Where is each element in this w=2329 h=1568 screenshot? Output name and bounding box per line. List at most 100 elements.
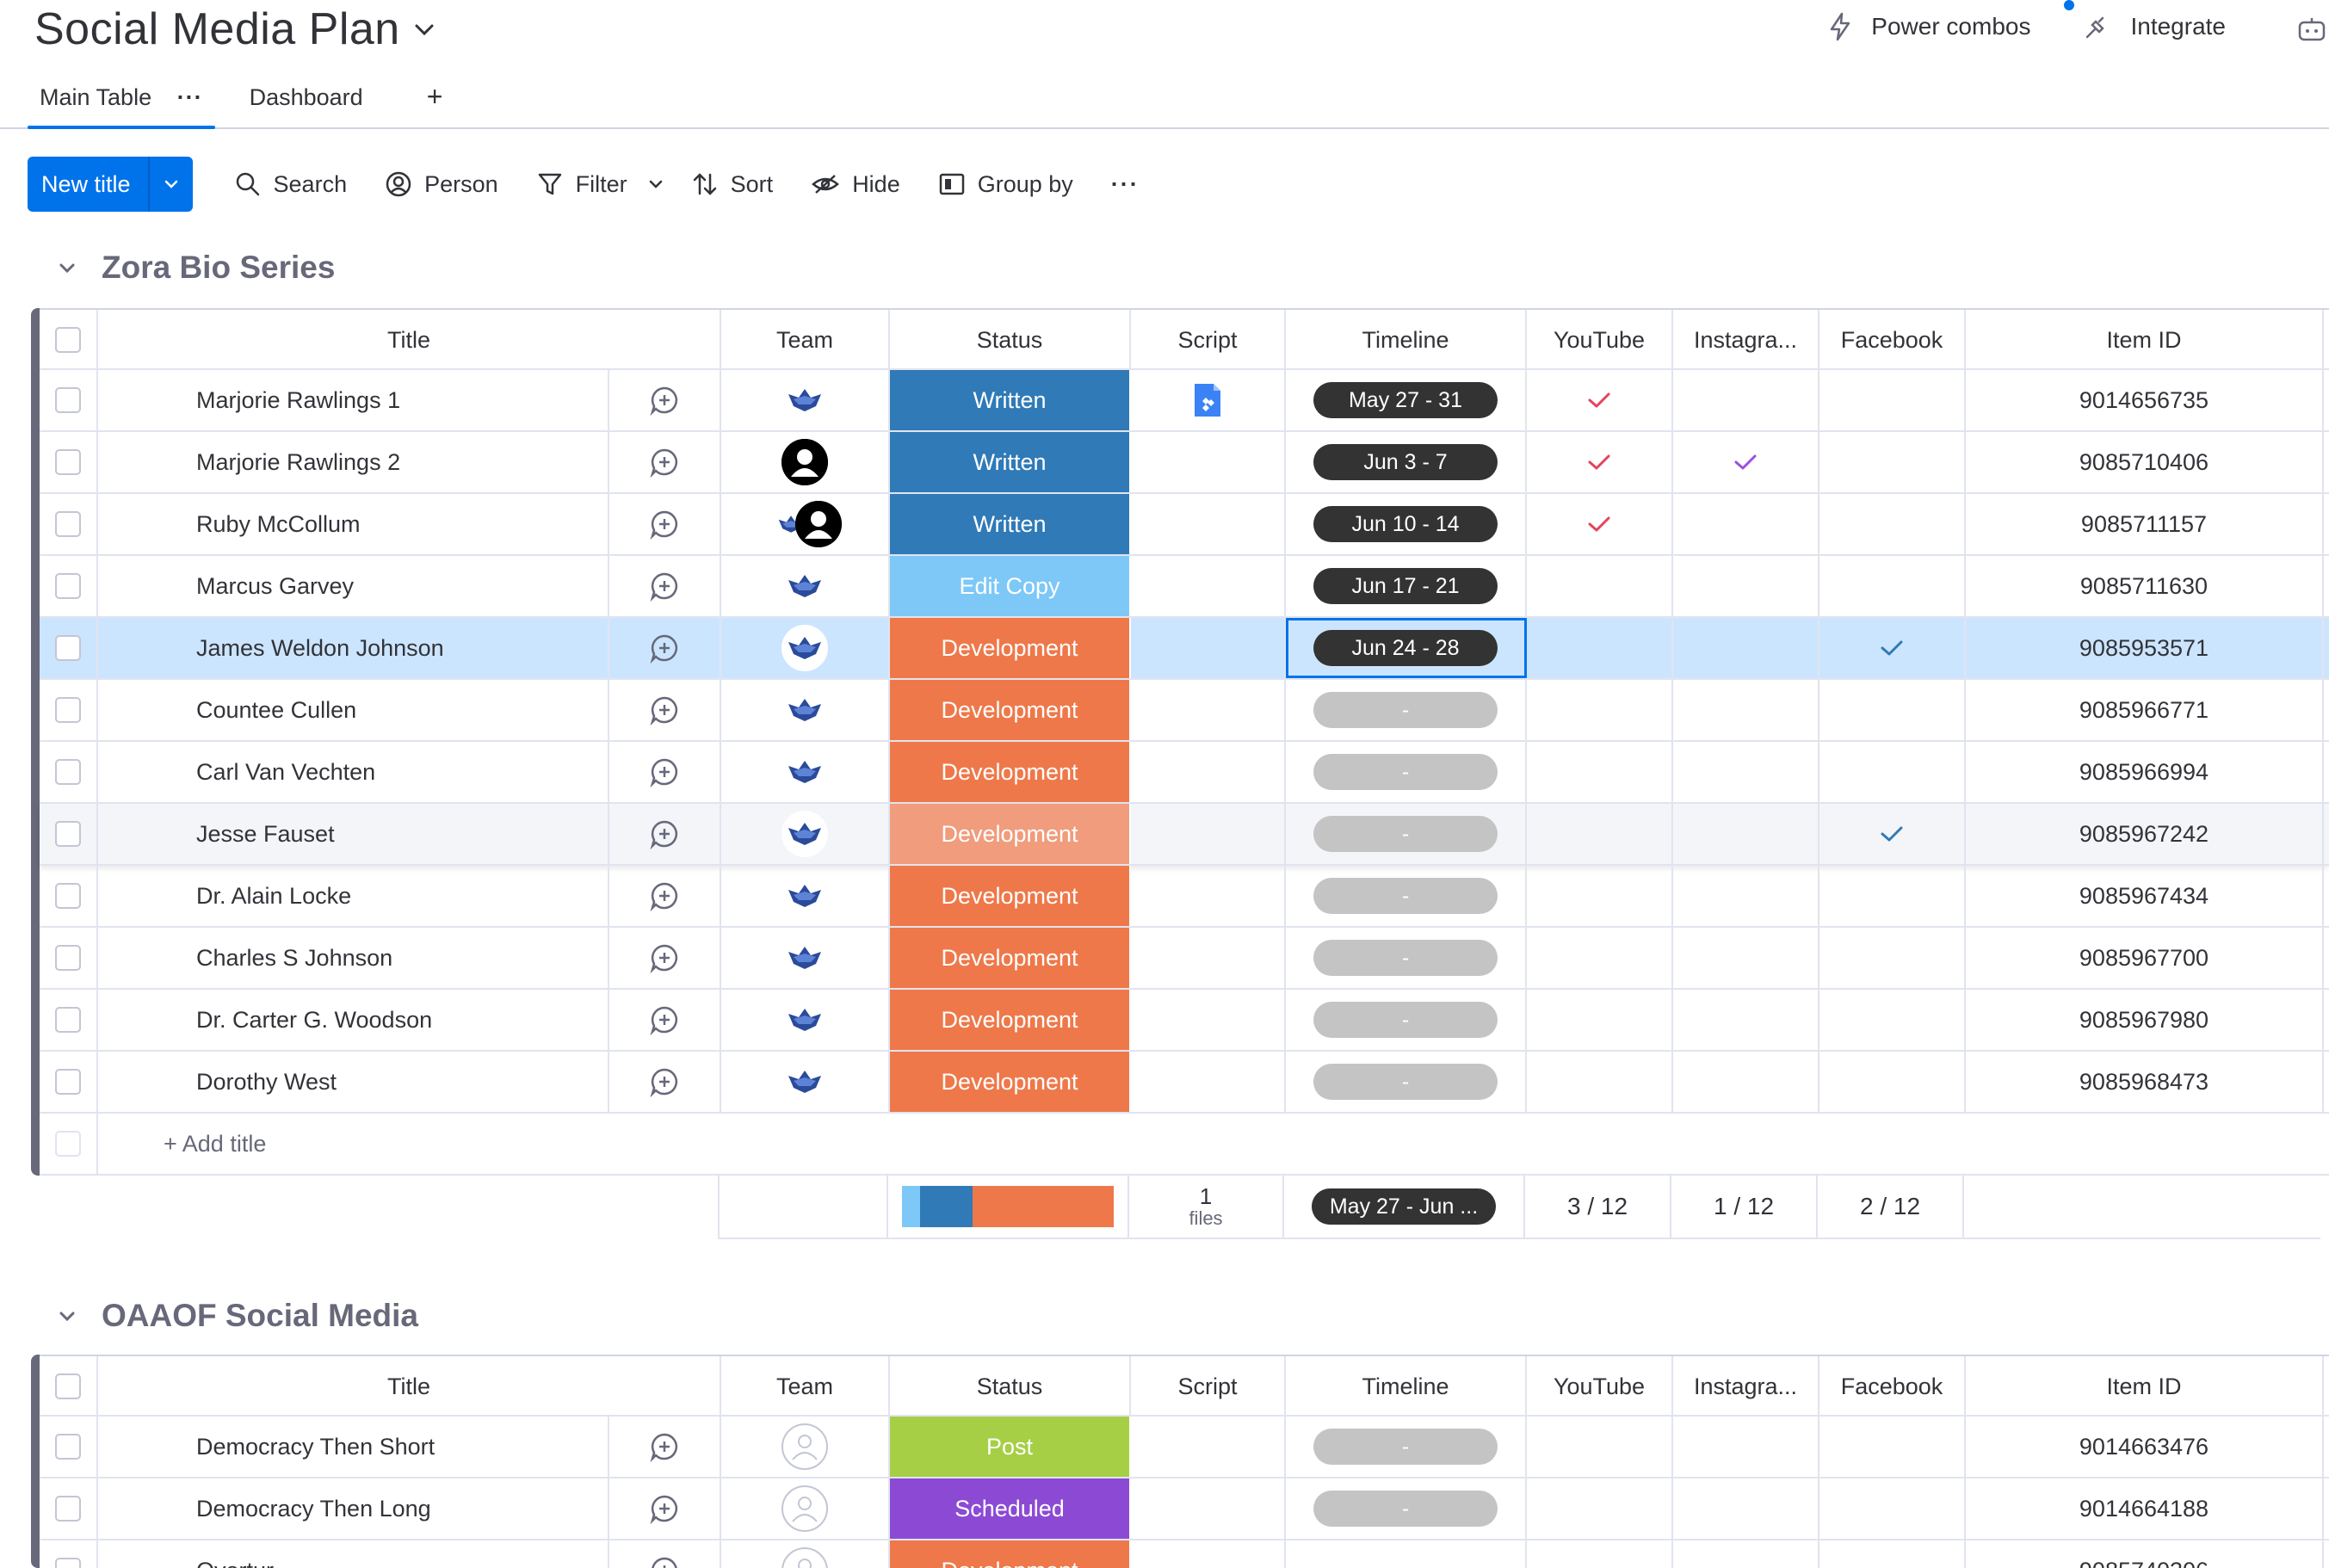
script-cell[interactable]: [1131, 680, 1286, 740]
youtube-cell[interactable]: [1527, 1540, 1673, 1568]
facebook-cell[interactable]: [1819, 432, 1966, 492]
chevron-down-icon[interactable]: [57, 1306, 77, 1326]
add-update-icon[interactable]: [649, 1555, 680, 1568]
item-title[interactable]: Democracy Then Short: [98, 1417, 609, 1477]
sort-button[interactable]: Sort: [691, 170, 773, 198]
group-by-button[interactable]: Group by: [938, 170, 1073, 198]
column-header-status[interactable]: Status: [890, 1356, 1131, 1417]
add-update-icon[interactable]: [649, 1066, 680, 1097]
item-title[interactable]: Democracy Then Long: [98, 1478, 609, 1539]
script-cell[interactable]: [1131, 804, 1286, 864]
timeline-pill[interactable]: -: [1313, 1002, 1498, 1038]
add-update-icon[interactable]: [649, 694, 680, 725]
youtube-cell[interactable]: [1527, 432, 1673, 492]
new-item-label[interactable]: New title: [41, 170, 131, 197]
add-update-icon[interactable]: [649, 571, 680, 602]
row-checkbox[interactable]: [40, 432, 98, 492]
timeline-cell[interactable]: [1286, 1540, 1527, 1568]
team-avatar[interactable]: [781, 625, 828, 671]
facebook-cell[interactable]: [1819, 680, 1966, 740]
add-update-icon[interactable]: [649, 385, 680, 416]
table-row[interactable]: Dr. Alain Locke Development - 9085967434: [40, 866, 2329, 928]
column-header-script[interactable]: Script: [1131, 1356, 1286, 1417]
team-avatar[interactable]: [781, 563, 828, 609]
status-label[interactable]: Edit Copy: [890, 556, 1129, 616]
item-title[interactable]: Jesse Fauset: [98, 804, 609, 864]
table-row[interactable]: Democracy Then Short Post - 9014663476: [40, 1417, 2329, 1478]
script-cell[interactable]: [1131, 866, 1286, 926]
status-label[interactable]: Development: [890, 618, 1129, 678]
timeline-cell[interactable]: -: [1286, 1417, 1527, 1477]
script-cell[interactable]: [1131, 494, 1286, 554]
updates-cell[interactable]: [609, 990, 721, 1050]
timeline-pill[interactable]: Jun 17 - 21: [1313, 568, 1498, 604]
timeline-pill[interactable]: Jun 3 - 7: [1313, 444, 1498, 480]
column-header-youtube[interactable]: YouTube: [1527, 1356, 1673, 1417]
team-cell[interactable]: [721, 432, 890, 492]
chevron-down-icon[interactable]: [411, 17, 437, 43]
youtube-cell[interactable]: [1527, 866, 1673, 926]
facebook-cell[interactable]: [1819, 556, 1966, 616]
table-row[interactable]: Marcus Garvey Edit Copy Jun 17 - 21 9085711…: [40, 556, 2329, 618]
empty-person-avatar[interactable]: [781, 1485, 828, 1532]
youtube-cell[interactable]: [1527, 804, 1673, 864]
row-checkbox[interactable]: [40, 928, 98, 988]
status-label[interactable]: Development: [890, 990, 1129, 1050]
script-cell[interactable]: [1131, 618, 1286, 678]
status-cell[interactable]: Scheduled: [890, 1478, 1131, 1539]
column-header-instagram[interactable]: Instagra...: [1673, 1356, 1819, 1417]
status-label[interactable]: Written: [890, 494, 1129, 554]
team-avatar[interactable]: [781, 687, 828, 733]
timeline-pill[interactable]: -: [1313, 692, 1498, 728]
script-cell[interactable]: [1131, 1478, 1286, 1539]
updates-cell[interactable]: [609, 680, 721, 740]
row-checkbox[interactable]: [40, 1540, 98, 1568]
column-header-title[interactable]: Title: [98, 310, 721, 370]
team-avatar[interactable]: [781, 1059, 828, 1105]
youtube-cell[interactable]: [1527, 618, 1673, 678]
youtube-cell[interactable]: [1527, 990, 1673, 1050]
updates-cell[interactable]: [609, 618, 721, 678]
person-avatar[interactable]: [781, 439, 828, 485]
row-checkbox[interactable]: [40, 370, 98, 430]
table-row[interactable]: Charles S Johnson Development - 9085967700: [40, 928, 2329, 990]
status-label[interactable]: Development: [890, 680, 1129, 740]
team-avatar[interactable]: [781, 873, 828, 919]
item-title[interactable]: Marjorie Rawlings 2: [98, 432, 609, 492]
facebook-cell[interactable]: [1819, 1478, 1966, 1539]
table-row[interactable]: Marjorie Rawlings 2 Written Jun 3 - 7 90857…: [40, 432, 2329, 494]
status-label[interactable]: Development: [890, 804, 1129, 864]
instagram-cell[interactable]: [1673, 990, 1819, 1050]
timeline-pill[interactable]: Jun 24 - 28: [1313, 630, 1498, 666]
google-doc-icon[interactable]: [1193, 382, 1222, 418]
script-cell[interactable]: [1131, 1052, 1286, 1112]
script-cell[interactable]: [1131, 1540, 1286, 1568]
column-header-status[interactable]: Status: [890, 310, 1131, 370]
facebook-cell[interactable]: [1819, 494, 1966, 554]
team-cell[interactable]: [721, 494, 890, 554]
table-row[interactable]: Overtur... Development 9085740306: [40, 1540, 2329, 1568]
team-cell[interactable]: [721, 742, 890, 802]
status-cell[interactable]: Development: [890, 990, 1131, 1050]
row-checkbox[interactable]: [40, 990, 98, 1050]
column-header-facebook[interactable]: Facebook: [1819, 1356, 1966, 1417]
timeline-cell[interactable]: -: [1286, 680, 1527, 740]
new-item-dropdown[interactable]: [147, 157, 193, 212]
script-cell[interactable]: [1131, 990, 1286, 1050]
row-checkbox[interactable]: [40, 556, 98, 616]
timeline-cell[interactable]: -: [1286, 742, 1527, 802]
status-label[interactable]: Development: [890, 866, 1129, 926]
table-row[interactable]: Countee Cullen Development - 9085966771: [40, 680, 2329, 742]
row-checkbox[interactable]: [40, 618, 98, 678]
board-title[interactable]: Social Media Plan: [34, 4, 400, 54]
status-cell[interactable]: Development: [890, 742, 1131, 802]
status-cell[interactable]: Post: [890, 1417, 1131, 1477]
power-combos-button[interactable]: Power combos: [1828, 12, 2030, 41]
instagram-cell[interactable]: [1673, 1540, 1819, 1568]
timeline-cell[interactable]: -: [1286, 1052, 1527, 1112]
team-cell[interactable]: [721, 1478, 890, 1539]
status-cell[interactable]: Development: [890, 928, 1131, 988]
chevron-down-icon[interactable]: [646, 175, 665, 194]
facebook-cell[interactable]: [1819, 990, 1966, 1050]
timeline-cell[interactable]: Jun 17 - 21: [1286, 556, 1527, 616]
